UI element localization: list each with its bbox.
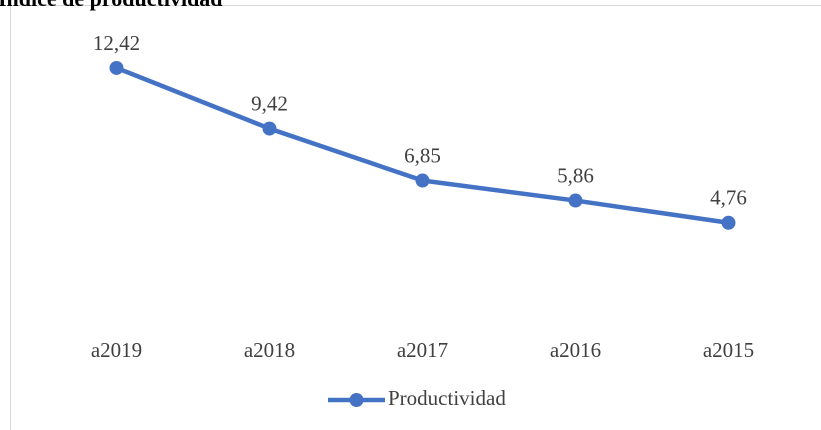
point — [568, 193, 583, 208]
data-label: 12,42 — [93, 31, 140, 55]
data-label: 5,86 — [557, 163, 594, 187]
point — [262, 121, 277, 136]
data-label: 4,76 — [710, 186, 747, 210]
x-tick-label: a2019 — [91, 338, 142, 362]
legend-marker — [349, 393, 364, 407]
point — [721, 215, 736, 230]
chart-title: Índice de productividad — [0, 0, 223, 11]
x-tick-label: a2016 — [550, 338, 601, 362]
data-label: 9,42 — [251, 91, 288, 115]
legend-label: Productividad — [388, 386, 506, 410]
x-tick-label: a2015 — [703, 338, 754, 362]
data-label: 6,85 — [404, 143, 441, 167]
point — [415, 173, 430, 188]
x-tick-label: a2018 — [244, 338, 295, 362]
x-tick-label: a2017 — [397, 338, 448, 362]
point — [109, 60, 124, 75]
